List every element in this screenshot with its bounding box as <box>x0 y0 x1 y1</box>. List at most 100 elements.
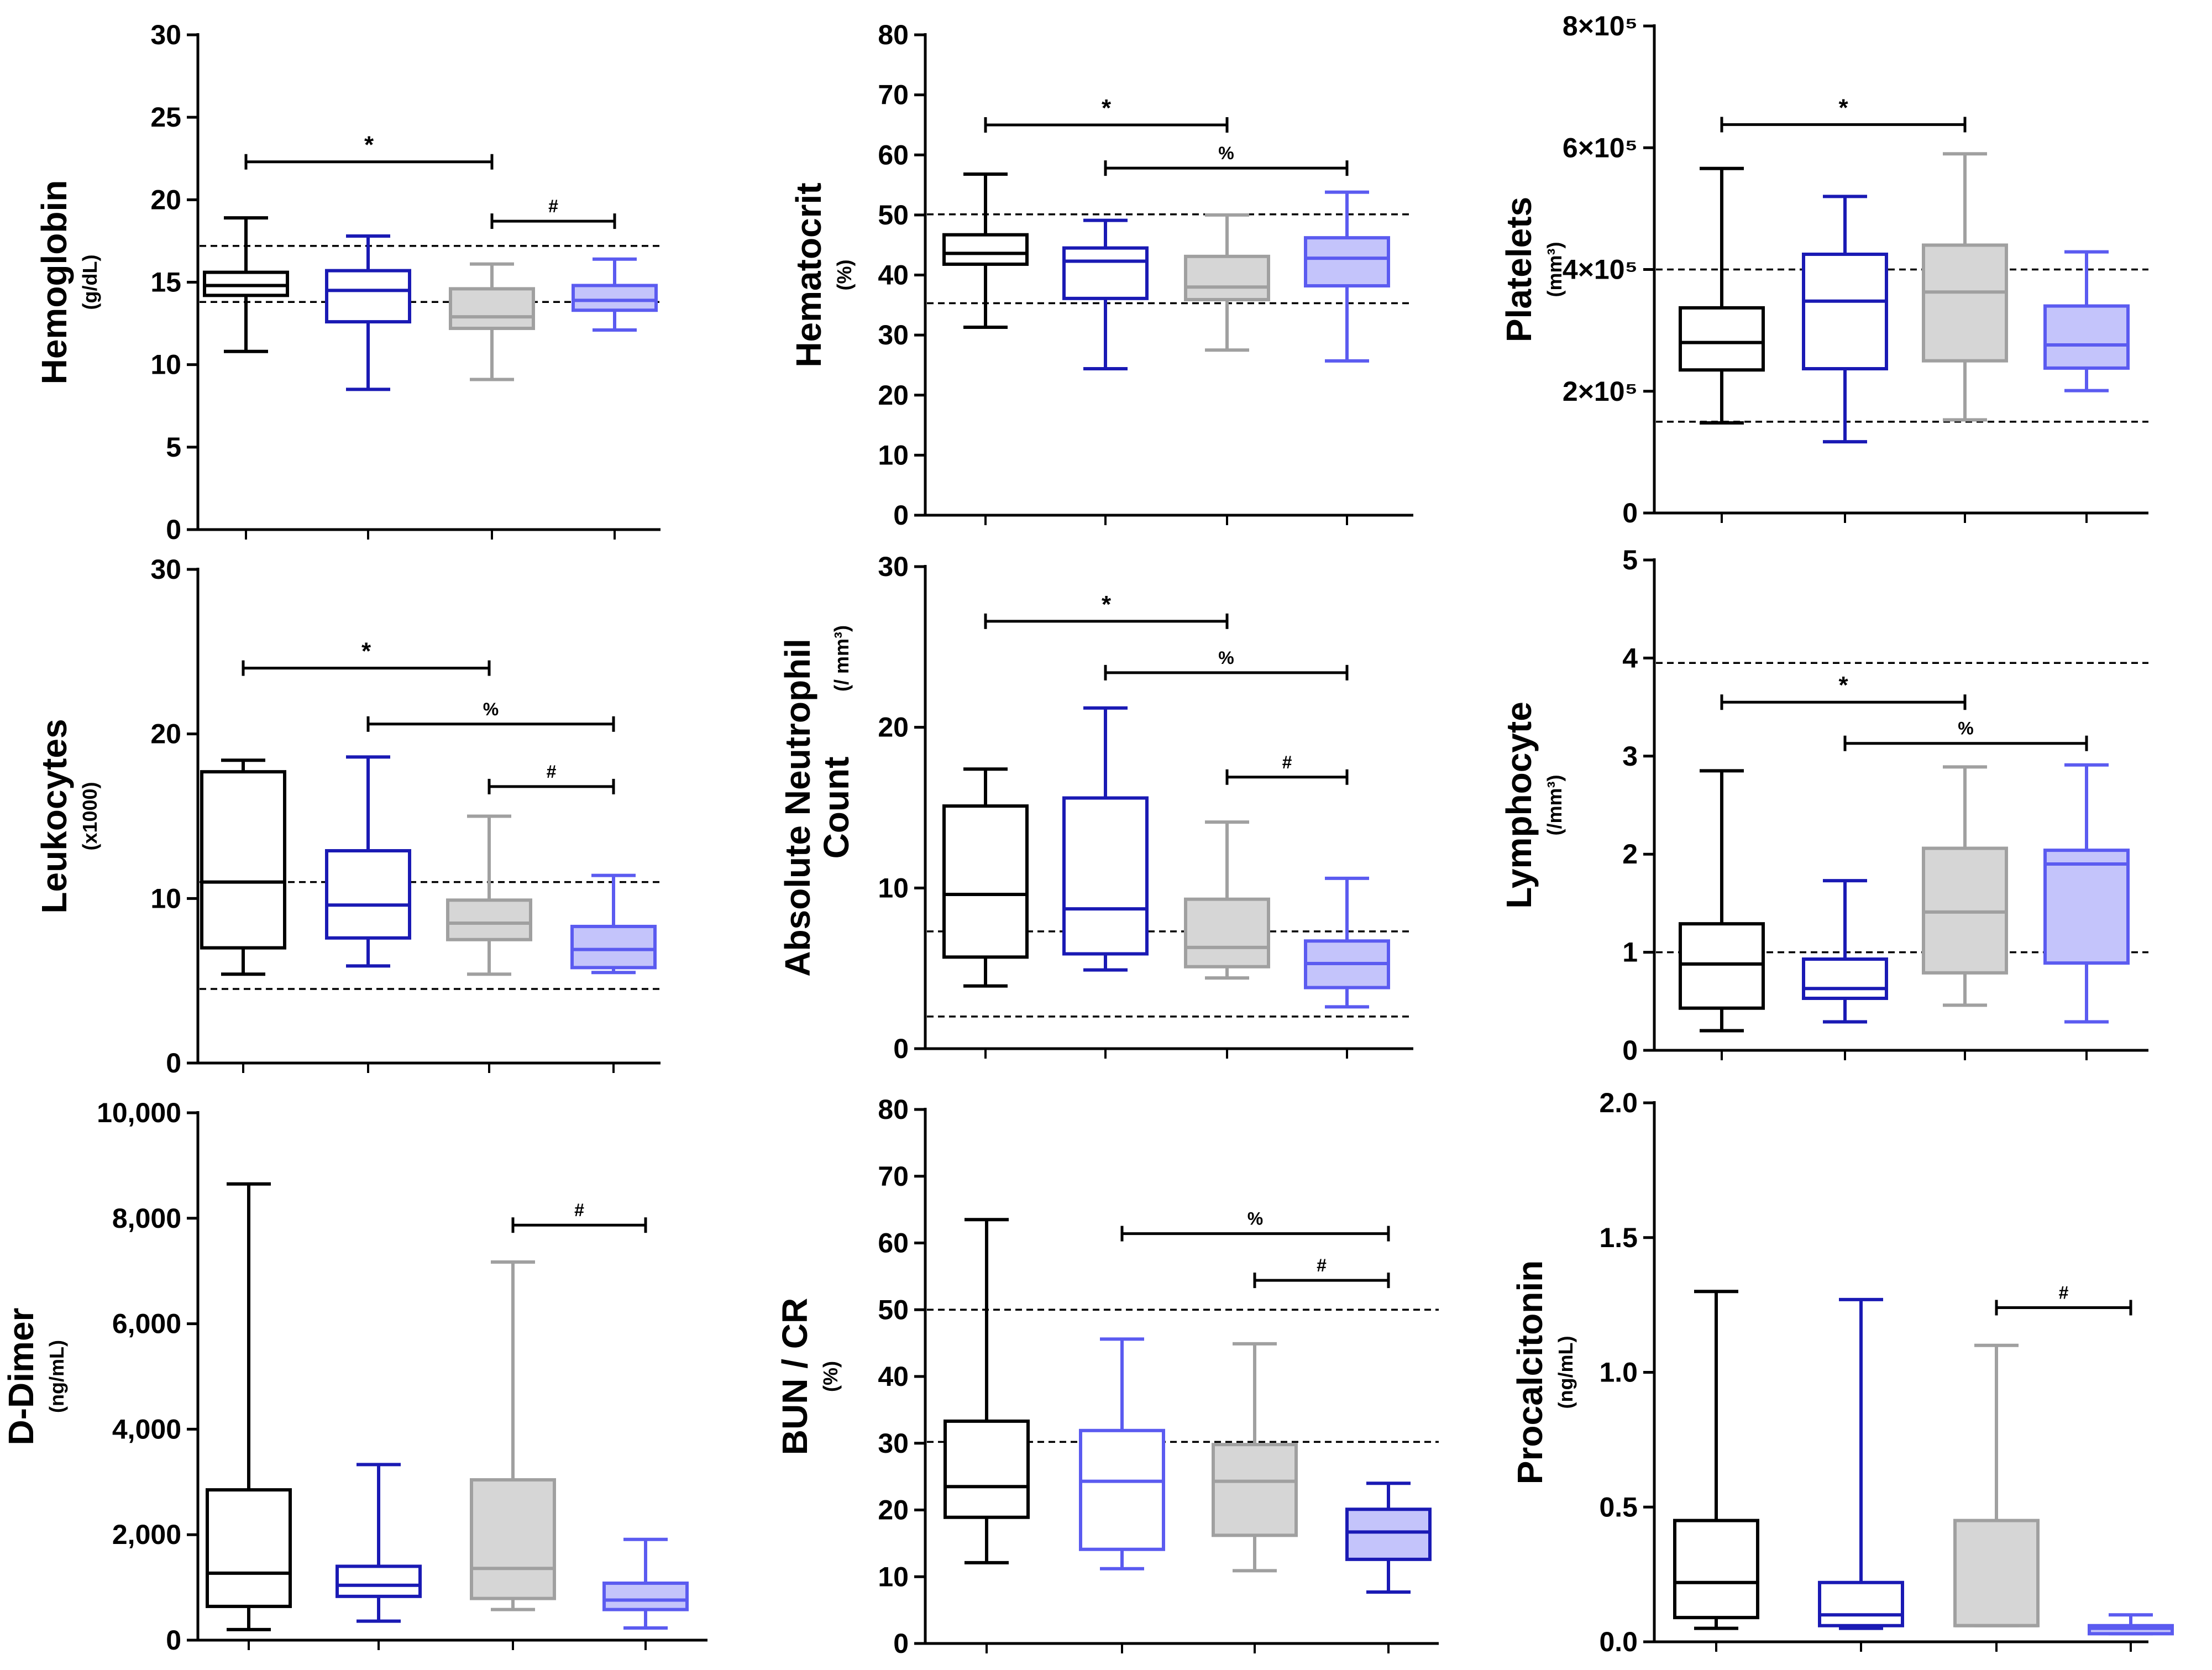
panel-5-box-3-iqr <box>1184 897 1270 969</box>
panel-1-significance-1-symbol: * <box>364 132 374 159</box>
panel-6-y-tick-label-2: 2 <box>1622 839 1638 870</box>
panel-1-box-2-iqr <box>325 269 411 324</box>
panel-8-y-tick-label-2: 20 <box>878 1495 909 1526</box>
panel-5-y-label-line2: Count <box>816 757 856 859</box>
panel-3-significance-1-symbol: * <box>1838 94 1848 121</box>
panel-6-y-tick-label-1: 1 <box>1622 937 1638 968</box>
panel-7-box-3-iqr <box>470 1478 556 1600</box>
panel-1-significance-2-symbol: # <box>548 196 558 216</box>
panel-8-box-4-iqr <box>1345 1507 1432 1561</box>
panel-2-significance-1-symbol: * <box>1102 95 1112 122</box>
panel-3-y-tick-label-2: 4×10⁵ <box>1563 254 1638 285</box>
panel-8-box-2-iqr <box>1079 1428 1165 1551</box>
panel-3-box-2-iqr <box>1802 252 1888 371</box>
panel-8-y-tick-label-3: 30 <box>878 1428 909 1459</box>
panel-3-box-1-iqr <box>1679 306 1765 372</box>
panel-9-significance-1-symbol: # <box>2059 1283 2069 1303</box>
panel-9-y-label: Procalcitonin <box>1510 1260 1550 1484</box>
panel-2-y-unit: (%) <box>833 260 856 291</box>
panel-5-y-unit: (/ mm³) <box>830 625 853 692</box>
panel-1-y-tick-label-1: 5 <box>166 432 181 463</box>
panel-8-box-1-iqr <box>943 1419 1030 1519</box>
panel-9-y-tick-label-1: 0.5 <box>1599 1491 1638 1522</box>
panel-1-y-tick-label-5: 25 <box>150 102 181 133</box>
panel-1-y-tick-label-4: 20 <box>150 184 181 215</box>
panel-2-box-4-iqr <box>1304 236 1390 288</box>
panel-2-significance-2-symbol: % <box>1218 143 1234 163</box>
panel-8-y-label: BUN / CR <box>775 1298 815 1455</box>
panel-4-y-tick-label-0: 0 <box>166 1048 181 1079</box>
panel-7-y-tick-label-1: 2,000 <box>112 1519 181 1550</box>
panel-1-y-tick-label-3: 15 <box>150 267 181 298</box>
panel-4-y-tick-label-2: 20 <box>150 719 181 750</box>
panel-9-y-tick-label-3: 1.5 <box>1599 1222 1638 1253</box>
panel-9-y-unit: (ng/mL) <box>1554 1336 1577 1409</box>
panel-2-y-tick-label-5: 50 <box>878 200 909 231</box>
panel-5-box-1-iqr <box>942 804 1029 959</box>
panel-1-box-4-iqr <box>572 284 658 312</box>
panel-8-y-unit: (%) <box>819 1361 842 1392</box>
panel-2-y-tick-label-4: 40 <box>878 260 909 291</box>
panel-7-significance-1-symbol: # <box>574 1200 584 1220</box>
panel-2-box-3-iqr <box>1184 254 1270 302</box>
panel-1-y-tick-label-6: 30 <box>150 19 181 50</box>
panel-7-y-tick-label-3: 6,000 <box>112 1308 181 1339</box>
panel-6-y-tick-label-4: 4 <box>1622 642 1638 673</box>
panel-2-y-tick-label-6: 60 <box>878 139 909 170</box>
panel-7-box-1-iqr <box>206 1488 292 1608</box>
panel-7-y-tick-label-5: 10,000 <box>97 1097 181 1128</box>
panel-7-y-tick-label-0: 0 <box>166 1625 181 1656</box>
panel-9-box-1-iqr <box>1673 1519 1759 1620</box>
panel-3-y-tick-label-0: 0 <box>1622 498 1638 528</box>
panel-4-y-tick-label-3: 30 <box>150 554 181 585</box>
panel-2-y-tick-label-2: 20 <box>878 380 909 411</box>
panel-3-y-unit: (mm³) <box>1543 242 1566 297</box>
panel-6-significance-1-symbol: * <box>1838 672 1848 699</box>
panel-6-y-unit: (/mm³) <box>1543 775 1566 836</box>
panel-5-y-tick-label-2: 20 <box>878 712 909 743</box>
panel-2-box-1-iqr <box>942 233 1029 266</box>
panel-5-significance-1-symbol: * <box>1102 591 1112 618</box>
panel-6-y-tick-label-3: 3 <box>1622 741 1638 772</box>
panel-4-y-unit: (x1000) <box>78 782 101 850</box>
panel-8-box-3-iqr <box>1212 1443 1298 1537</box>
panel-4-y-tick-label-1: 10 <box>150 883 181 914</box>
panel-5-box-2-iqr <box>1062 796 1149 956</box>
panel-8-significance-2-symbol: # <box>1317 1255 1327 1275</box>
panel-9-y-tick-label-4: 2.0 <box>1599 1087 1638 1118</box>
panel-1-y-label: Hemoglobin <box>34 180 74 385</box>
panel-2-y-tick-label-8: 80 <box>878 19 909 50</box>
panel-8-y-tick-label-1: 10 <box>878 1561 909 1592</box>
panel-5-y-tick-label-3: 30 <box>878 551 909 582</box>
panel-9-box-2-iqr <box>1818 1580 1904 1627</box>
panel-3-y-tick-label-4: 8×10⁵ <box>1563 11 1638 41</box>
panel-3-box-3-iqr <box>1922 243 2008 363</box>
panel-4-significance-1-symbol: * <box>361 638 371 665</box>
panel-2-box-2-iqr <box>1062 246 1149 300</box>
panel-7-y-unit: (ng/mL) <box>45 1340 68 1413</box>
panel-8-y-tick-label-8: 80 <box>878 1094 909 1125</box>
panel-3-y-tick-label-3: 6×10⁵ <box>1563 132 1638 163</box>
panel-8-significance-1-symbol: % <box>1247 1209 1263 1229</box>
panel-7-y-tick-label-4: 8,000 <box>112 1203 181 1234</box>
panel-1-y-unit: (g/dL) <box>78 255 101 310</box>
panel-9-y-tick-label-0: 0.0 <box>1599 1626 1638 1657</box>
panel-8-y-tick-label-4: 40 <box>878 1361 909 1392</box>
panel-9-box-3-iqr <box>1953 1519 2040 1627</box>
panel-9-y-tick-label-2: 1.0 <box>1599 1357 1638 1388</box>
panel-4-box-4-iqr <box>570 924 657 970</box>
panel-4-box-3-iqr <box>446 898 532 941</box>
panel-3-y-tick-label-1: 2×10⁵ <box>1563 376 1638 407</box>
panel-2-y-tick-label-0: 0 <box>893 500 909 531</box>
panel-4-box-1-iqr <box>200 770 286 950</box>
panel-6-y-tick-label-0: 0 <box>1622 1035 1638 1066</box>
panel-2-y-tick-label-3: 30 <box>878 320 909 350</box>
panel-3-box-4-iqr <box>2043 304 2130 370</box>
panel-6-box-1-iqr <box>1679 922 1765 1010</box>
panel-1-y-tick-label-2: 10 <box>150 349 181 380</box>
panel-2-y-tick-label-1: 10 <box>878 439 909 470</box>
panel-3-y-label: Platelets <box>1499 197 1539 342</box>
panel-7-y-tick-label-2: 4,000 <box>112 1414 181 1444</box>
panel-2-y-tick-label-7: 70 <box>878 80 909 111</box>
